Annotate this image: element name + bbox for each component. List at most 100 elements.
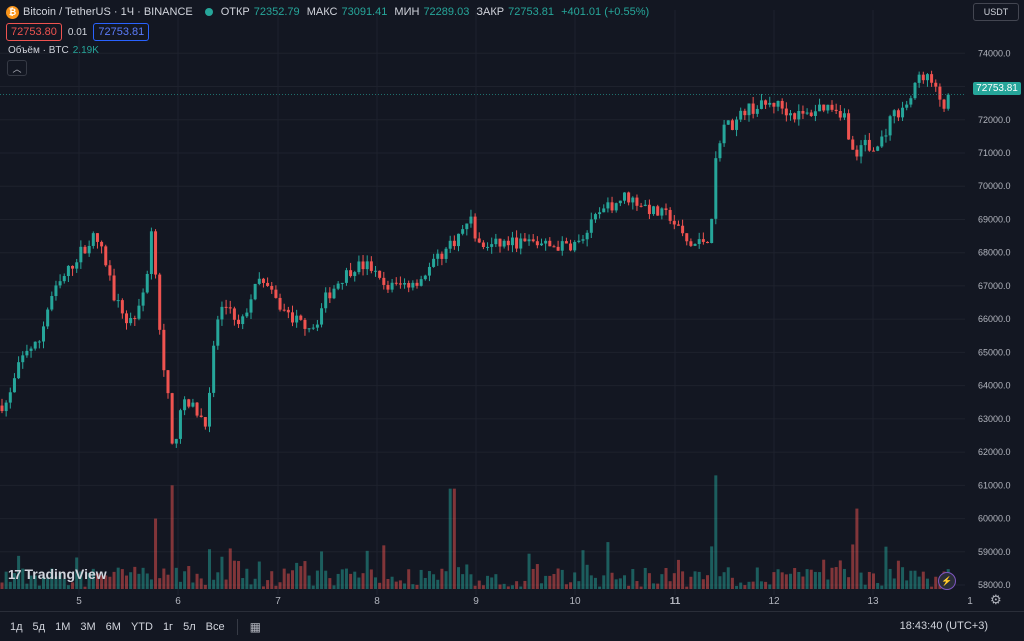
price-axis[interactable]: 58000.0 59000.0 60000.0 61000.0 62000.0 63000…: [978, 48, 1011, 590]
price-tick: 61000.0: [978, 480, 1011, 490]
candle: [75, 262, 79, 269]
candle: [909, 98, 913, 105]
tf-3m[interactable]: 3М: [80, 620, 96, 633]
volume-bar: [681, 571, 685, 589]
calendar-icon[interactable]: ▦: [249, 619, 261, 634]
order-panel: 72753.80 0.01 72753.81: [6, 23, 150, 41]
candle: [643, 204, 647, 206]
volume-bar: [461, 574, 465, 589]
candle: [120, 300, 124, 314]
candle: [452, 240, 456, 247]
candle: [888, 116, 892, 136]
tradingview-logo[interactable]: 17 TradingView: [8, 566, 107, 582]
tf-1y[interactable]: 1г: [162, 620, 174, 633]
volume-bar: [527, 553, 531, 589]
sell-button[interactable]: 72753.80: [6, 23, 62, 41]
candle: [237, 319, 241, 325]
volume-bar: [934, 576, 938, 589]
candle: [859, 145, 863, 157]
candle: [170, 393, 174, 444]
candle: [178, 410, 182, 439]
symbol-title[interactable]: Bitcoin / TetherUS · 1Ч · BINANCE: [23, 6, 193, 18]
volume-bars: [0, 475, 950, 589]
market-status-icon: [204, 8, 213, 16]
collapse-legend-button[interactable]: ︿: [7, 60, 27, 76]
high-label: МАКС: [306, 6, 338, 18]
candle: [714, 158, 718, 219]
candle: [299, 315, 303, 320]
volume-bar: [452, 488, 456, 589]
tf-ytd[interactable]: YTD: [130, 620, 153, 633]
volume-bar: [863, 584, 867, 589]
candle: [917, 74, 921, 83]
buy-button[interactable]: 72753.81: [93, 23, 150, 41]
candle: [46, 309, 50, 327]
volume-bar: [378, 582, 382, 589]
candle: [307, 328, 311, 330]
candle: [469, 216, 473, 224]
tf-5d[interactable]: 5д: [32, 620, 46, 633]
volume-bar: [614, 579, 618, 589]
volume-bar: [627, 585, 631, 589]
tf-6m[interactable]: 6М: [105, 620, 121, 633]
volume-bar: [548, 575, 552, 589]
gear-icon[interactable]: ⚙: [990, 592, 1002, 607]
tradingview-icon: 17: [8, 566, 22, 582]
candle: [137, 305, 141, 319]
candle: [415, 282, 419, 286]
volume-bar: [195, 573, 199, 589]
tf-1d[interactable]: 1д: [10, 620, 23, 633]
time-tick: 9: [473, 596, 479, 607]
volume-bar: [25, 583, 29, 589]
volume-bar: [556, 568, 560, 589]
candle: [830, 104, 834, 110]
time-tick: 6: [175, 596, 181, 607]
candle: [407, 283, 411, 288]
volume-bar: [249, 584, 253, 589]
volume-bar: [303, 561, 307, 589]
volume-bar: [710, 546, 714, 589]
close-label: ЗАКР: [476, 6, 505, 18]
low-label: МИН: [394, 6, 420, 18]
candle: [759, 100, 763, 109]
candle: [938, 86, 942, 100]
volume-bar: [162, 568, 166, 589]
volume-bar: [652, 583, 656, 589]
candle: [718, 143, 722, 159]
volume-bar: [623, 575, 626, 589]
candle: [320, 308, 324, 325]
volume-bar: [232, 560, 236, 589]
candle: [581, 239, 585, 241]
volume-bar: [37, 585, 41, 589]
candle: [739, 110, 743, 120]
last-price-label: 72753.81: [973, 82, 1021, 95]
clock[interactable]: 18:43:40 (UTC+3): [899, 620, 988, 632]
time-axis[interactable]: 5 6 7 8 9 10 11 12 13 1: [76, 596, 973, 607]
candle: [726, 120, 730, 125]
volume-bar: [477, 580, 481, 589]
volume-bar: [759, 581, 763, 589]
volume-label[interactable]: Объём · BTC: [8, 45, 69, 56]
volume-bar: [552, 574, 556, 589]
candle: [510, 237, 514, 246]
volume-bar: [237, 561, 241, 589]
candle: [33, 341, 37, 349]
volume-bar: [706, 575, 709, 589]
candle: [195, 402, 199, 416]
candle: [8, 392, 12, 403]
candle: [751, 103, 755, 114]
tf-1m[interactable]: 1М: [55, 620, 71, 633]
candle: [880, 136, 884, 147]
time-tick: 11: [670, 596, 681, 607]
candle: [369, 261, 373, 271]
volume-bar: [42, 576, 45, 589]
currency-button[interactable]: USDT: [973, 3, 1019, 21]
volume-bar: [411, 584, 415, 589]
tf-all[interactable]: Все: [205, 620, 225, 633]
lightning-icon[interactable]: ⚡: [938, 572, 956, 590]
volume-bar: [569, 582, 573, 589]
time-tick: 8: [374, 596, 380, 607]
price-tick: 59000.0: [978, 547, 1011, 557]
tf-5y[interactable]: 5л: [183, 620, 196, 633]
